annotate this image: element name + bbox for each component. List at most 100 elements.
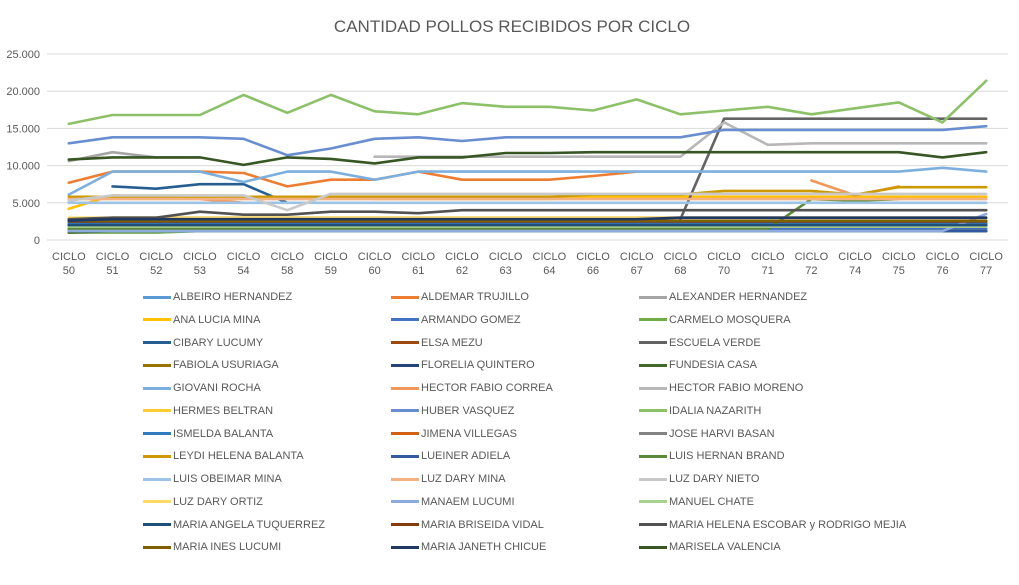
legend-label: LUIS OBEIMAR MINA — [173, 473, 282, 485]
legend-swatch — [143, 500, 171, 504]
legend-swatch — [391, 409, 419, 413]
legend-item: LUZ DARY ORTIZ — [143, 493, 263, 511]
y-axis-ticks: 0 5.000 10.000 15.000 20.000 25.000 — [6, 49, 40, 247]
legend-label: LUIS HERNAN BRAND — [669, 450, 785, 463]
legend-item: CARMELO MOSQUERA — [639, 311, 791, 329]
legend-label: GIOVANI ROCHA — [173, 382, 261, 394]
legend-label: MARIA HELENA ESCOBAR y RODRIGO MEJIA — [669, 518, 907, 531]
legend-swatch — [143, 363, 171, 367]
legend-label: FUNDESIA CASA — [669, 359, 758, 372]
legend-swatch — [143, 386, 171, 390]
legend-item: MANAEM LUCUMI — [391, 493, 515, 511]
legend-label: MARIA BRISEIDA VIDAL — [421, 518, 544, 531]
legend-item: JIMENA VILLEGAS — [391, 425, 517, 443]
legend-label: MARIA ANGELA TUQUERREZ — [173, 518, 326, 531]
legend-label: ALEXANDER HERNANDEZ — [669, 291, 808, 303]
legend-swatch — [143, 295, 171, 299]
legend-item: MARIA ANGELA TUQUERREZ — [143, 516, 325, 534]
legend-item: CIBARY LUCUMY — [143, 334, 263, 352]
legend-item: ESCUELA VERDE — [639, 334, 761, 352]
legend-swatch — [391, 386, 419, 390]
legend-item: MARIA BRISEIDA VIDAL — [391, 516, 544, 534]
legend-label: ANA LUCIA MINA — [173, 313, 261, 326]
legend-item: HUBER VASQUEZ — [391, 402, 514, 420]
legend-item: ALBEIRO HERNANDEZ — [143, 288, 292, 306]
legend-label: HECTOR FABIO CORREA — [421, 382, 553, 394]
series-line — [111, 182, 289, 205]
legend-item: FABIOLA USURIAGA — [143, 356, 279, 374]
legend-swatch — [639, 545, 667, 549]
legend-item: ARMANDO GOMEZ — [391, 311, 521, 329]
legend-swatch — [391, 477, 419, 481]
legend-item: MARIA JANETH CHICUE — [391, 538, 546, 556]
legend-swatch — [143, 409, 171, 413]
legend-swatch — [391, 523, 419, 526]
legend-label: JIMENA VILLEGAS — [421, 427, 517, 440]
legend-item: LUZ DARY MINA — [391, 470, 506, 488]
legend-label: JOSE HARVI BASAN — [669, 427, 775, 440]
legend-label: ESCUELA VERDE — [669, 336, 761, 349]
legend-label: HECTOR FABIO MORENO — [669, 382, 804, 394]
x-axis-ticks: CICLO 50 CICLO 51 CICLO 52 CICLO 53 CICLO 54 CICLO… — [52, 251, 1003, 277]
legend-item: ANA LUCIA MINA — [143, 311, 260, 329]
legend-item: JOSE HARVI BASAN — [639, 425, 775, 443]
legend-label: MARIA JANETH CHICUE — [421, 541, 547, 554]
legend-swatch — [391, 432, 419, 435]
legend-swatch — [639, 341, 667, 344]
series-line — [67, 208, 988, 221]
x-tick-label: CICLO 58 — [270, 251, 304, 277]
legend-swatch — [639, 454, 667, 458]
x-tick-label: CICLO 53 — [183, 251, 217, 277]
x-tick-label: CICLO 60 — [358, 251, 392, 277]
legend-swatch — [391, 500, 419, 504]
series-lines — [67, 79, 988, 234]
legend-swatch — [143, 523, 171, 526]
legend-label: LEYDI HELENA BALANTA — [173, 450, 304, 463]
legend-item: LEYDI HELENA BALANTA — [143, 447, 304, 465]
legend-item: MARIA INES LUCUMI — [143, 538, 281, 556]
legend-label: MARISELA VALENCIA — [669, 541, 781, 554]
legend-label: MANAEM LUCUMI — [421, 495, 515, 508]
x-tick-label: CICLO 59 — [314, 251, 348, 277]
x-tick-label: CICLO 76 — [926, 251, 960, 277]
legend-item: ALEXANDER HERNANDEZ — [639, 288, 807, 306]
legend-swatch — [143, 318, 171, 322]
legend-swatch — [639, 500, 667, 504]
series-line — [67, 79, 988, 126]
y-tick-label: 0 — [34, 235, 40, 247]
legend-item: GIOVANI ROCHA — [143, 379, 261, 397]
legend-item: ALDEMAR TRUJILLO — [391, 288, 529, 306]
legend-swatch — [391, 545, 419, 549]
series-line — [67, 192, 988, 212]
legend-swatch — [391, 318, 419, 322]
legend-swatch — [639, 386, 667, 390]
legend-label: CIBARY LUCUMY — [173, 336, 264, 349]
legend-swatch — [639, 295, 667, 299]
x-tick-label: CICLO 63 — [489, 251, 523, 277]
legend-swatch — [639, 477, 667, 481]
x-tick-label: CICLO 66 — [576, 251, 610, 277]
chart-title: CANTIDAD POLLOS RECIBIDOS POR CICLO — [334, 17, 690, 36]
legend-item: FLORELIA QUINTERO — [391, 356, 535, 374]
legend-label: MANUEL CHATE — [669, 495, 754, 508]
y-tick-label: 10.000 — [6, 161, 40, 173]
legend-swatch — [639, 409, 667, 413]
x-tick-label: CICLO 61 — [401, 251, 435, 277]
legend-item: ISMELDA BALANTA — [143, 425, 273, 443]
x-tick-label: CICLO 64 — [533, 251, 567, 277]
y-tick-label: 25.000 — [6, 49, 40, 61]
legend-swatch — [391, 341, 419, 344]
legend-label: LUZ DARY MINA — [421, 473, 506, 485]
legend-label: ALBEIRO HERNANDEZ — [173, 291, 293, 303]
legend-item: LUEINER ADIELA — [391, 447, 510, 465]
x-tick-label: CICLO 68 — [664, 251, 698, 277]
legend-item: LUZ DARY NIETO — [639, 470, 759, 488]
x-tick-label: CICLO 62 — [445, 251, 479, 277]
legend-label: ELSA MEZU — [421, 336, 483, 349]
legend-swatch — [639, 318, 667, 322]
legend-swatch — [143, 477, 171, 481]
legend-swatch — [639, 363, 667, 367]
legend-label: ISMELDA BALANTA — [173, 427, 274, 440]
series-line — [67, 124, 988, 157]
legend-swatch — [143, 341, 171, 344]
